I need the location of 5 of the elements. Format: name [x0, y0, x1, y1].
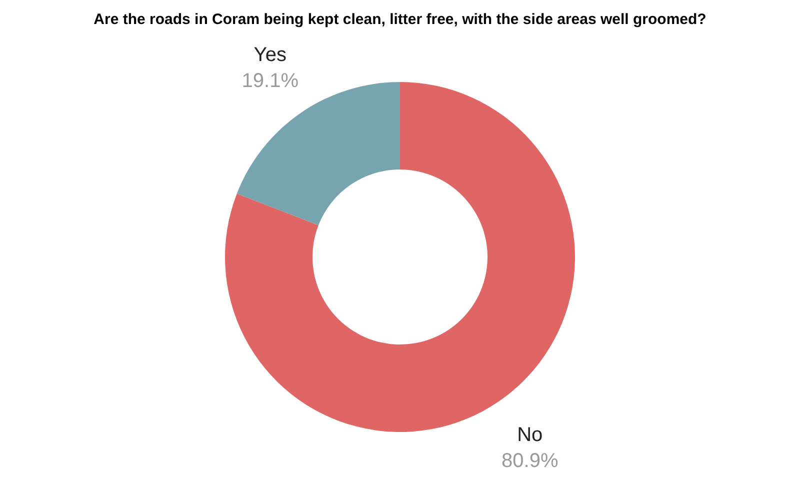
slice-label: Yes [254, 44, 286, 66]
slice-label: No [517, 424, 543, 446]
chart-title: Are the roads in Coram being kept clean, litter free, with the side areas well groomed? [94, 11, 706, 28]
data-label: 80.9% [502, 450, 558, 472]
data-label: 19.1% [242, 70, 299, 92]
